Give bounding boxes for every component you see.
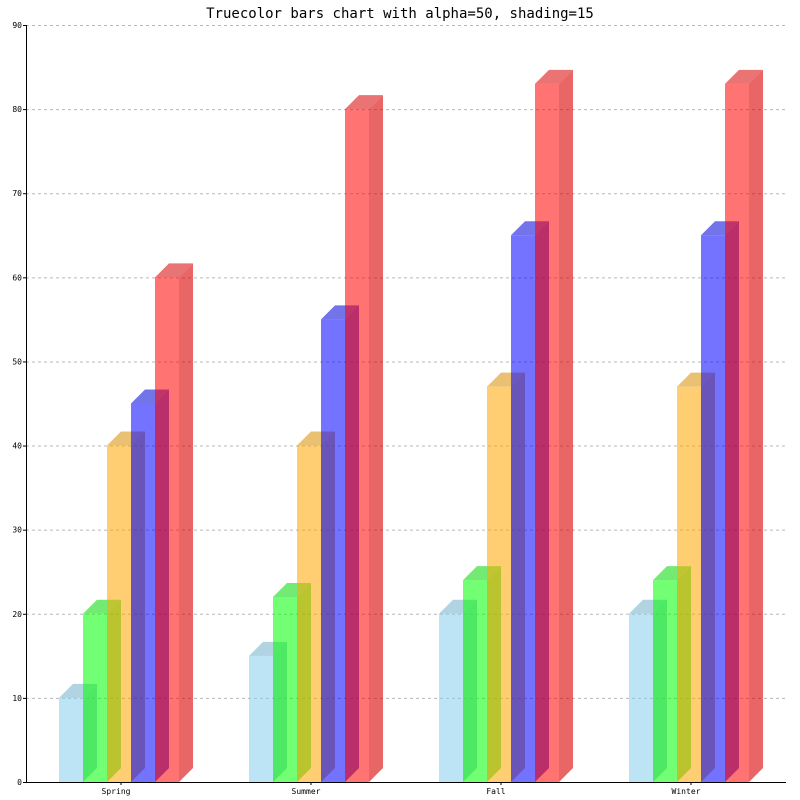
bar-front <box>725 83 749 782</box>
x-tick-label: Summer <box>292 787 321 796</box>
bar-top <box>535 69 573 84</box>
bar-front <box>249 655 273 782</box>
bar-front <box>273 596 297 782</box>
bar-front <box>59 697 83 782</box>
bar-top <box>345 95 383 110</box>
bar-front <box>511 235 535 782</box>
bar-front <box>701 235 725 782</box>
bar-side <box>559 69 573 782</box>
bar <box>725 69 763 782</box>
bar-front <box>439 613 463 782</box>
bars-layer <box>59 69 763 783</box>
bar <box>345 95 383 783</box>
y-tick-label: 10 <box>12 694 22 703</box>
y-tick-label: 20 <box>12 610 22 619</box>
bar-side <box>749 69 763 782</box>
bar-front <box>83 613 107 782</box>
y-tick-label: 60 <box>12 273 22 282</box>
bar-front <box>653 580 677 782</box>
bar-front <box>131 403 155 782</box>
bar-front <box>107 445 131 782</box>
bar-front <box>535 83 559 782</box>
axes-layer: 0 10 20 30 40 50 60 70 80 90 Spring Summer Fall Winte… <box>12 21 786 796</box>
bar <box>155 263 193 782</box>
y-tick-label: 30 <box>12 526 22 535</box>
bar-front <box>629 613 653 782</box>
bar-front <box>297 445 321 782</box>
bar-front <box>321 319 345 782</box>
bar-top <box>155 263 193 278</box>
bar-top <box>725 69 763 84</box>
y-tick-label: 40 <box>12 442 22 451</box>
x-tick-label: Winter <box>672 787 701 796</box>
x-tick-label: Fall <box>486 787 505 796</box>
y-tick-label: 70 <box>12 189 22 198</box>
bar-front <box>677 386 701 782</box>
bar-front <box>463 580 487 782</box>
y-tick-label: 80 <box>12 105 22 114</box>
bar-front <box>155 277 179 782</box>
y-tick-label: 0 <box>17 778 22 787</box>
bar-side <box>369 95 383 783</box>
bar-front <box>487 386 511 782</box>
chart-title: Truecolor bars chart with alpha=50, shad… <box>206 6 594 22</box>
bar-front <box>345 109 369 783</box>
y-tick-label: 50 <box>12 357 22 366</box>
y-tick-label: 90 <box>12 21 22 30</box>
bar-side <box>179 263 193 782</box>
bar <box>535 69 573 782</box>
x-tick-label: Spring <box>102 787 131 796</box>
